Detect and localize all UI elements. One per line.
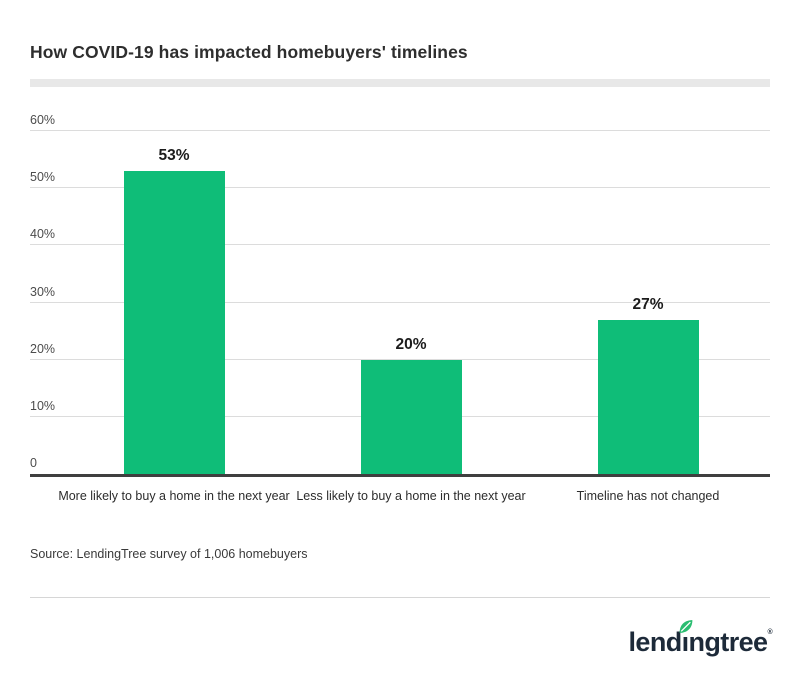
gridline-50 [30, 187, 770, 189]
gridline-60 [30, 130, 770, 131]
y-tick-label: 60% [30, 113, 56, 127]
bar-1 [123, 171, 225, 474]
registered-trademark: ® [767, 629, 772, 636]
y-tick-label: 30% [30, 284, 56, 299]
gridline-30 [30, 301, 770, 303]
gridline-20 [30, 358, 770, 360]
y-tick-label: 20% [30, 341, 56, 356]
logo-text-tail: ngtree [688, 627, 769, 657]
leaf-icon [678, 611, 694, 633]
lendingtree-logo: lend ıngtree® [628, 620, 773, 658]
bar-value-label: 27% [632, 295, 664, 313]
gridline-40 [30, 244, 770, 246]
y-tick-label: 40% [30, 227, 56, 242]
plot-area: 60% 50% 40% 30% 20% 10% 0 53% 20% 27% [30, 113, 770, 477]
logo-dotless-i: ı [679, 620, 693, 658]
category-label: Timeline has not changed [576, 489, 720, 503]
y-tick-label: 10% [30, 398, 56, 413]
chart-title: How COVID-19 has impacted homebuyers' ti… [30, 42, 468, 62]
y-tick-label: 50% [30, 170, 56, 185]
bar-3 [597, 319, 699, 474]
category-label: More likely to buy a home in the next ye… [58, 489, 290, 503]
title-accent-strip [30, 79, 770, 87]
bar-value-label: 20% [395, 335, 427, 353]
logo-text-lead: lend [628, 627, 683, 657]
bar-2 [360, 359, 462, 474]
source-note: Source: LendingTree survey of 1,006 home… [30, 547, 308, 561]
bar-value-label: 53% [158, 147, 190, 165]
y-tick-label: 0 [30, 456, 37, 470]
category-label: Less likely to buy a home in the next ye… [296, 489, 526, 503]
footer-divider [30, 597, 770, 598]
